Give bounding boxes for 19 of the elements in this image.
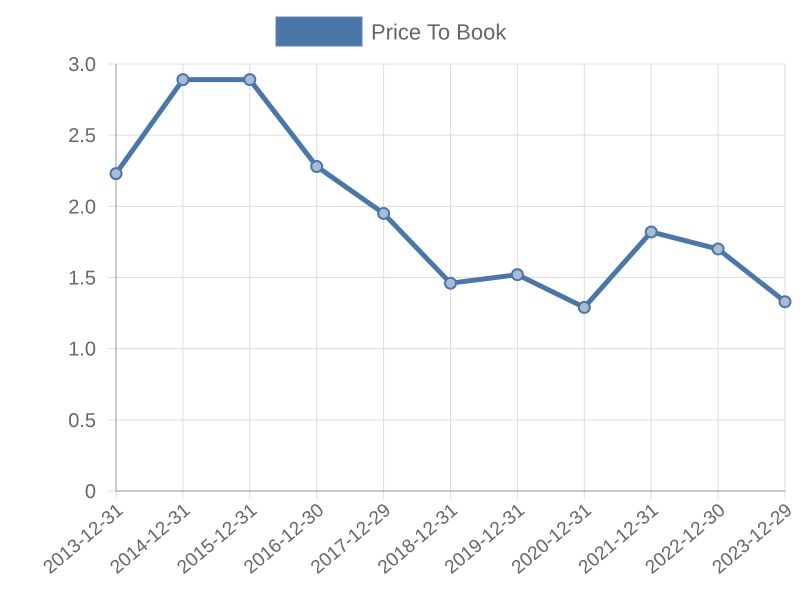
point <box>176 73 190 86</box>
y-tick-label: 2.0 <box>68 196 96 218</box>
point <box>510 268 524 282</box>
y-tick-label: 1.5 <box>68 268 96 290</box>
y-tick-label: 3.0 <box>68 54 96 76</box>
point <box>644 225 658 238</box>
y-tick-label: 1.0 <box>68 338 96 361</box>
point <box>578 300 591 314</box>
y-tick-label: 0 <box>84 481 96 503</box>
y-tick-label: 2.5 <box>68 125 96 148</box>
point <box>778 295 792 308</box>
point <box>377 206 390 220</box>
legend-label: Price To Book <box>371 20 508 45</box>
y-tick-label: 0.5 <box>68 410 96 432</box>
point <box>243 73 256 86</box>
point <box>110 167 122 180</box>
point <box>712 242 725 256</box>
point <box>310 160 324 173</box>
point <box>444 276 457 290</box>
